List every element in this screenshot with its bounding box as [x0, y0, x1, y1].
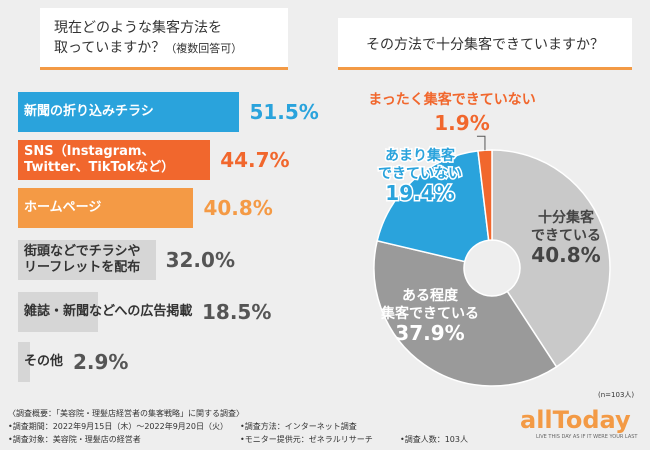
bar-row: 雑誌・新聞などへの広告掲載 18.5%	[18, 292, 318, 332]
survey-heading: 〈調査概要：「美容院・理髪店経営者の集客戦略」に関する調査〉	[8, 409, 244, 418]
survey-period: •調査期間：2022年9月15日（木）〜2022年9月20日（火）	[8, 422, 228, 431]
sample-note: (n=103人)	[598, 391, 635, 399]
donut-slice	[376, 150, 490, 263]
slice-label: あまり集客できていない	[378, 147, 462, 182]
bar-row: 新聞の折り込みチラシ 51.5%	[18, 92, 319, 132]
title-box: その方法で十分集客できていますか？	[338, 18, 632, 70]
slice-value: 40.8%	[531, 243, 600, 267]
slice-value: 1.9%	[434, 111, 489, 135]
bar-label: SNS（Instagram、 Twitter、TikTokなど）	[24, 144, 175, 175]
bar	[18, 92, 240, 132]
slice-value: 19.4%	[385, 181, 454, 205]
donut-slice	[477, 149, 493, 242]
value-label: 51.5%	[249, 100, 319, 124]
value-label: 40.8%	[203, 196, 273, 220]
logo-tagline: LIVE THIS DAY AS IF IT WERE YOUR LAST	[536, 434, 638, 440]
title-box: 現在どのような集客方法を 取っていますか？（複数回答可）	[40, 8, 288, 70]
bar-row: その他 2.9%	[18, 342, 318, 382]
value-label: 18.5%	[202, 300, 272, 324]
slice-value: 37.9%	[395, 321, 464, 345]
bar-label: 新聞の折り込みチラシ	[24, 104, 154, 119]
value-label: 2.9%	[73, 350, 129, 374]
bar-label: 街頭などでチラシや リーフレットを配布	[24, 244, 141, 275]
logo: allToday	[520, 406, 631, 434]
bar	[18, 342, 31, 382]
chart-title: その方法で十分集客できていますか？	[366, 37, 604, 53]
bar-label: その他	[24, 354, 64, 369]
bar	[18, 240, 156, 280]
bar-label: 雑誌・新聞などへの広告掲載	[24, 304, 193, 319]
bar-row: ホームページ 40.8%	[18, 188, 318, 228]
bar-label: ホームページ	[24, 200, 102, 215]
bar-row: 街頭などでチラシや リーフレットを配布 32.0%	[18, 240, 318, 280]
survey-target: •調査対象：美容院・理髪店の経営者	[8, 435, 141, 444]
value-label: 44.7%	[220, 148, 290, 172]
survey-provider: •モニター提供元：ゼネラルリサーチ	[240, 435, 373, 444]
value-label: 32.0%	[165, 248, 235, 272]
donut-slice	[373, 239, 558, 387]
bar	[18, 292, 98, 332]
slice-label: 十分集客できている	[531, 209, 601, 244]
slice-label: まったく集客できていない	[368, 91, 535, 108]
leader-line	[476, 135, 486, 151]
survey-method: •調査方法：インターネット調査	[240, 422, 357, 431]
bar-row: SNS（Instagram、 Twitter、TikTokなど） 44.7%	[18, 140, 318, 180]
chart-title: 現在どのような集客方法を 取っていますか？	[54, 20, 222, 56]
chart-subtitle: （複数回答可）	[165, 42, 243, 55]
bar	[18, 140, 211, 180]
slice-label: ある程度集客できている	[380, 287, 479, 322]
survey-count: •調査人数：103人	[400, 435, 468, 444]
bar	[18, 188, 194, 228]
